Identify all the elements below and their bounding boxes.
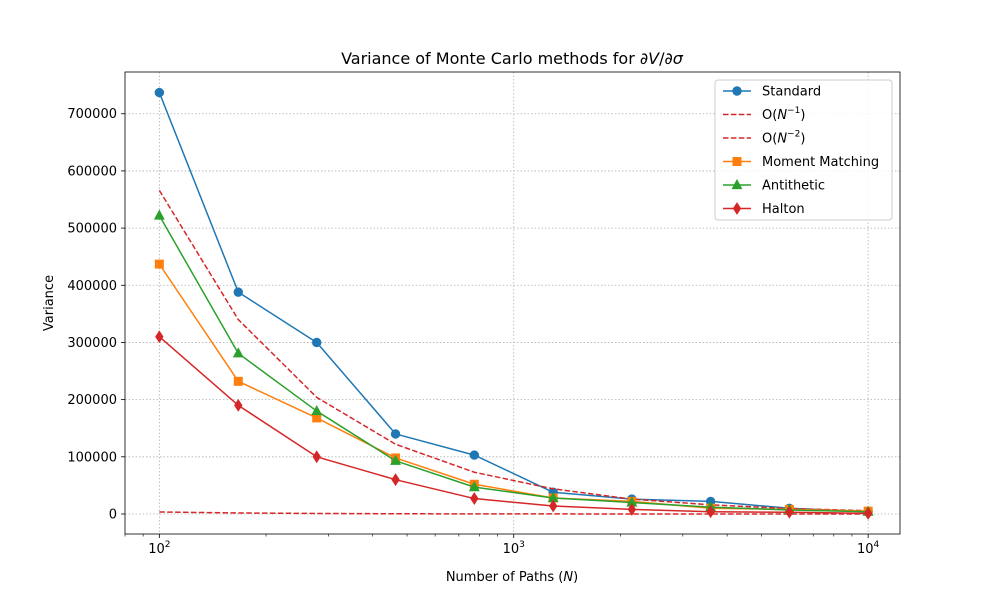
legend-label: Moment Matching xyxy=(762,155,879,170)
y-tick-label: 200000 xyxy=(67,393,117,408)
legend-label: O(N−2) xyxy=(762,130,805,147)
legend-entry: Halton xyxy=(723,202,805,217)
data-point xyxy=(785,505,794,519)
data-point xyxy=(470,492,479,505)
series-5 xyxy=(155,330,873,520)
data-point xyxy=(391,473,400,487)
legend-entry: Standard xyxy=(723,85,821,100)
legend-label: Halton xyxy=(762,202,805,217)
y-tick-label: 600000 xyxy=(67,164,117,179)
data-point xyxy=(232,347,244,358)
legend-entry: Antithetic xyxy=(723,179,825,194)
y-axis-label: Variance xyxy=(42,275,57,331)
series-line xyxy=(158,215,869,513)
data-point xyxy=(312,450,321,464)
legend-label: Antithetic xyxy=(762,179,825,194)
legend-marker xyxy=(732,202,742,215)
data-point xyxy=(706,505,715,519)
y-tick-label: 100000 xyxy=(67,450,117,465)
series-line xyxy=(158,92,869,513)
data-point xyxy=(311,405,323,416)
legend-marker xyxy=(731,178,743,190)
data-point xyxy=(469,450,480,460)
legend-label: O(N−1) xyxy=(762,106,805,123)
y-tick-label: 700000 xyxy=(67,107,117,122)
series-2 xyxy=(158,189,869,512)
tick-layer: 0 100000 200000 300000 400000 500000 600000 700… xyxy=(67,107,879,557)
series-layer xyxy=(153,87,874,520)
legend-marker xyxy=(732,86,742,96)
data-point xyxy=(863,507,873,520)
x-axis-label: Number of Paths (N) xyxy=(446,570,578,585)
data-point xyxy=(233,287,243,297)
legend-frame xyxy=(714,79,893,221)
x-tick-label: 104 xyxy=(857,540,880,557)
data-point xyxy=(390,454,401,465)
data-point xyxy=(153,209,165,220)
data-point xyxy=(155,330,164,344)
data-point xyxy=(548,499,558,513)
y-tick-label: 500000 xyxy=(67,222,117,237)
series-line xyxy=(158,336,869,515)
legend-entry: O(N−2) xyxy=(723,130,805,147)
series-line xyxy=(158,189,869,512)
legend-marker xyxy=(732,157,742,166)
legend-items: Standard O(N−1) O(N−2) Moment Matching Antit… xyxy=(723,85,879,217)
data-point xyxy=(390,429,401,439)
legend: Standard O(N−1) O(N−2) Moment Matching Antit… xyxy=(714,79,893,221)
data-point xyxy=(154,87,165,98)
legend-entry: Moment Matching xyxy=(723,155,879,170)
y-tick-label: 0 xyxy=(109,507,117,522)
data-point xyxy=(468,481,480,492)
chart-title: Variance of Monte Carlo methods for ∂V/∂… xyxy=(341,49,684,68)
legend-entry: O(N−1) xyxy=(723,106,805,123)
data-point xyxy=(627,503,637,516)
data-point xyxy=(234,398,243,412)
legend-label: Standard xyxy=(762,85,821,100)
y-tick-label: 300000 xyxy=(67,336,117,351)
x-tick-label: 103 xyxy=(503,540,525,557)
data-point xyxy=(233,376,243,386)
x-tick-label: 102 xyxy=(148,540,170,557)
data-point xyxy=(154,259,164,269)
y-tick-label: 400000 xyxy=(67,279,117,294)
data-point xyxy=(312,337,322,348)
plot-frame xyxy=(124,71,901,535)
